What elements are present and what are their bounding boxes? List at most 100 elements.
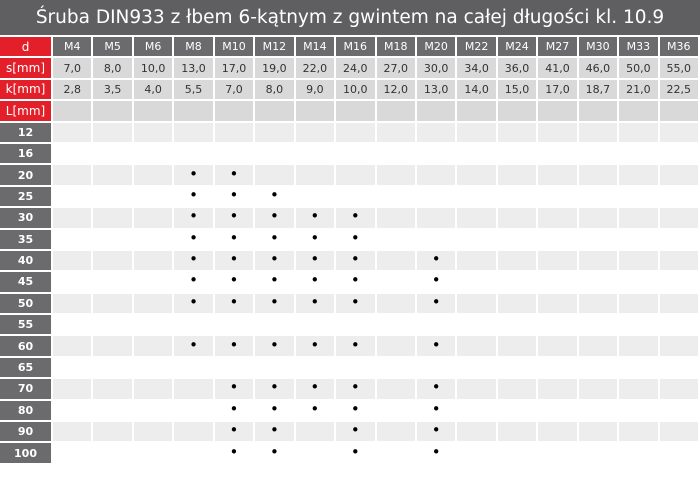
availability-cell: •	[214, 271, 254, 292]
availability-cell	[376, 422, 415, 442]
availability-cell	[578, 250, 618, 271]
length-row: 65	[0, 357, 698, 378]
availability-cell	[133, 229, 173, 249]
availability-cell: •	[336, 443, 375, 463]
availability-cell: •	[336, 228, 375, 249]
availability-dot: •	[310, 335, 320, 354]
availability-cell	[295, 165, 335, 185]
availability-cell: •	[214, 207, 254, 228]
availability-cell	[214, 143, 254, 164]
availability-cell	[93, 443, 132, 463]
availability-cell: •	[214, 229, 254, 249]
availability-cell	[336, 186, 375, 207]
property-value: 4,0	[133, 79, 173, 100]
availability-cell	[133, 143, 173, 164]
availability-cell	[93, 122, 132, 142]
availability-cell	[497, 357, 537, 378]
property-value: 55,0	[659, 58, 698, 78]
availability-dot: •	[431, 250, 441, 269]
availability-cell	[457, 143, 496, 164]
availability-cell	[619, 229, 658, 249]
size-header: M12	[255, 37, 294, 57]
property-value: 7,0	[214, 79, 254, 100]
availability-cell	[497, 315, 537, 335]
availability-dot: •	[189, 335, 198, 354]
property-value: 7,0	[53, 58, 92, 78]
availability-dot: •	[431, 442, 441, 461]
availability-cell	[133, 400, 173, 421]
availability-cell: •	[416, 400, 456, 421]
availability-cell: •	[214, 443, 254, 463]
availability-cell	[619, 165, 658, 185]
availability-cell	[457, 272, 496, 292]
availability-dot: •	[350, 228, 360, 247]
availability-cell: •	[255, 185, 294, 207]
availability-dot: •	[431, 335, 441, 354]
availability-cell	[538, 443, 577, 463]
availability-cell	[376, 186, 415, 207]
availability-dot: •	[229, 207, 239, 226]
availability-cell	[538, 250, 577, 271]
availability-cell	[93, 165, 132, 185]
availability-cell	[174, 122, 213, 142]
availability-cell	[174, 422, 213, 442]
availability-cell	[295, 443, 335, 463]
availability-cell	[457, 315, 496, 335]
property-value: 13,0	[174, 58, 213, 78]
availability-dot: •	[310, 378, 320, 397]
availability-cell: •	[416, 378, 456, 399]
availability-cell	[174, 143, 213, 164]
length-label: 45	[0, 272, 51, 292]
availability-cell	[659, 443, 698, 463]
availability-cell	[295, 357, 335, 378]
availability-cell	[659, 422, 698, 442]
availability-dot: •	[310, 292, 320, 311]
availability-cell	[659, 315, 698, 335]
availability-cell	[578, 272, 618, 292]
availability-cell	[497, 122, 537, 142]
availability-cell	[619, 315, 658, 335]
availability-cell: •	[255, 250, 294, 271]
availability-cell: •	[336, 250, 375, 271]
availability-cell: •	[255, 422, 294, 442]
availability-cell	[457, 422, 496, 442]
availability-cell	[497, 250, 537, 271]
availability-dot: •	[269, 292, 279, 311]
availability-cell	[376, 315, 415, 335]
availability-dot: •	[310, 250, 320, 269]
length-label: 70	[0, 379, 51, 399]
size-header: M33	[619, 37, 658, 57]
availability-cell	[376, 379, 415, 399]
availability-dot: •	[269, 185, 279, 204]
availability-dot: •	[431, 421, 441, 440]
availability-cell	[295, 186, 335, 207]
property-value: 10,0	[133, 58, 173, 78]
size-header: M6	[133, 37, 173, 57]
availability-cell: •	[255, 272, 294, 292]
length-row: 16	[0, 143, 698, 164]
availability-cell	[578, 443, 618, 463]
availability-dot: •	[229, 271, 239, 290]
availability-cell	[457, 379, 496, 399]
availability-cell	[497, 208, 537, 228]
availability-cell	[538, 379, 577, 399]
availability-dot: •	[431, 378, 441, 397]
availability-cell	[578, 143, 618, 164]
availability-cell	[619, 122, 658, 142]
length-row: 25 • • •	[0, 185, 698, 207]
table-title: Śruba DIN933 z łbem 6-kątnym z gwintem n…	[0, 0, 700, 36]
availability-cell	[578, 315, 618, 335]
availability-cell: •	[295, 378, 335, 399]
availability-cell: •	[416, 421, 456, 442]
availability-dot: •	[189, 228, 198, 247]
availability-cell: •	[214, 186, 254, 207]
availability-dot: •	[350, 378, 360, 397]
availability-cell	[538, 165, 577, 185]
availability-cell	[538, 336, 577, 356]
property-value	[336, 101, 375, 121]
availability-dot: •	[189, 164, 198, 183]
availability-cell: •	[174, 208, 213, 228]
property-value	[416, 101, 456, 121]
availability-cell	[538, 208, 577, 228]
availability-dot: •	[229, 399, 239, 418]
